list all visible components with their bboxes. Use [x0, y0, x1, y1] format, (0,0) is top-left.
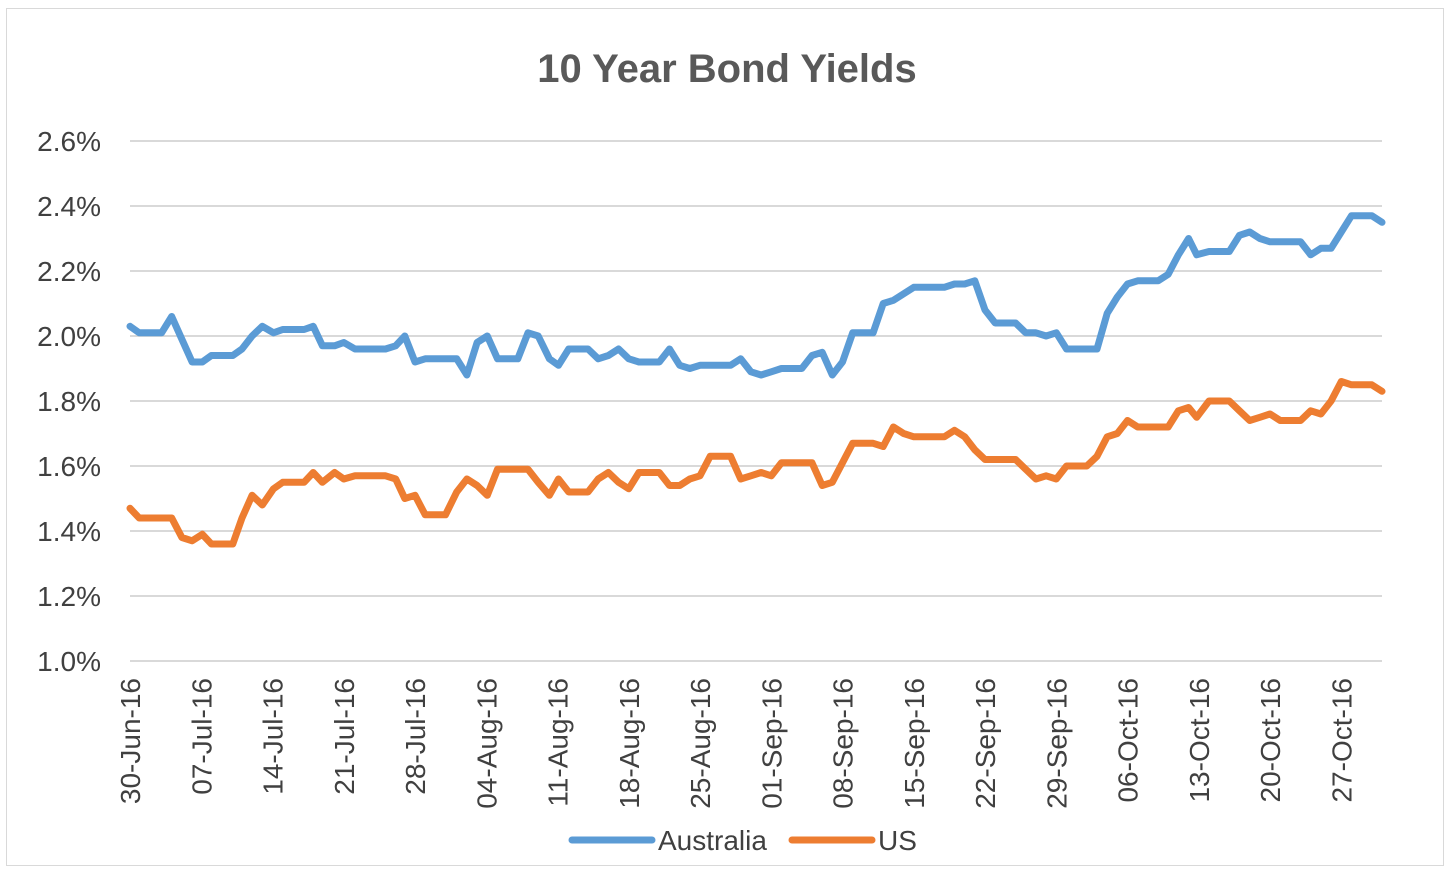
x-tick-label: 28-Jul-16 — [400, 678, 431, 795]
x-tick-label: 22-Sep-16 — [970, 678, 1001, 809]
x-tick-label: 29-Sep-16 — [1041, 678, 1072, 809]
x-tick-label: 08-Sep-16 — [828, 678, 859, 809]
y-tick-label: 1.8% — [37, 386, 101, 417]
x-tick-label: 04-Aug-16 — [471, 678, 502, 809]
x-tick-label: 25-Aug-16 — [685, 678, 716, 809]
x-tick-label: 18-Aug-16 — [614, 678, 645, 809]
legend-label-us: US — [878, 825, 917, 856]
x-tick-label: 14-Jul-16 — [258, 678, 289, 795]
x-tick-label: 01-Sep-16 — [756, 678, 787, 809]
gridlines — [130, 140, 1382, 662]
legend-label-australia: Australia — [658, 825, 767, 856]
y-tick-label: 1.4% — [37, 516, 101, 547]
y-tick-label: 1.6% — [37, 451, 101, 482]
y-tick-label: 1.2% — [37, 581, 101, 612]
x-tick-label: 11-Aug-16 — [543, 678, 574, 807]
x-tick-label: 07-Jul-16 — [186, 678, 217, 795]
x-tick-label: 21-Jul-16 — [329, 678, 360, 795]
y-axis-ticks: 1.0% 1.2% 1.4% 1.6% 1.8% 2.0% 2.2% 2.4% 2.6% — [37, 126, 101, 677]
y-tick-label: 2.2% — [37, 256, 101, 287]
y-tick-label: 2.0% — [37, 321, 101, 352]
legend: Australia US — [568, 825, 917, 856]
x-tick-label: 06-Oct-16 — [1113, 678, 1144, 803]
x-tick-label: 20-Oct-16 — [1255, 678, 1286, 803]
series-line-australia — [126, 212, 1386, 379]
x-tick-label: 27-Oct-16 — [1326, 678, 1357, 803]
x-axis-ticks: 30-Jun-16 07-Jul-16 14-Jul-16 21-Jul-16 28-J… — [115, 678, 1357, 809]
y-tick-label: 2.6% — [37, 126, 101, 157]
x-tick-label: 13-Oct-16 — [1184, 678, 1215, 803]
series-lines — [126, 212, 1386, 548]
y-tick-label: 1.0% — [37, 646, 101, 677]
series-line-us — [126, 378, 1386, 548]
x-tick-label: 30-Jun-16 — [115, 678, 146, 804]
x-tick-label: 15-Sep-16 — [899, 678, 930, 809]
chart-frame — [6, 8, 1444, 866]
chart-title: 10 Year Bond Yields — [537, 47, 916, 91]
y-tick-label: 2.4% — [37, 191, 101, 222]
